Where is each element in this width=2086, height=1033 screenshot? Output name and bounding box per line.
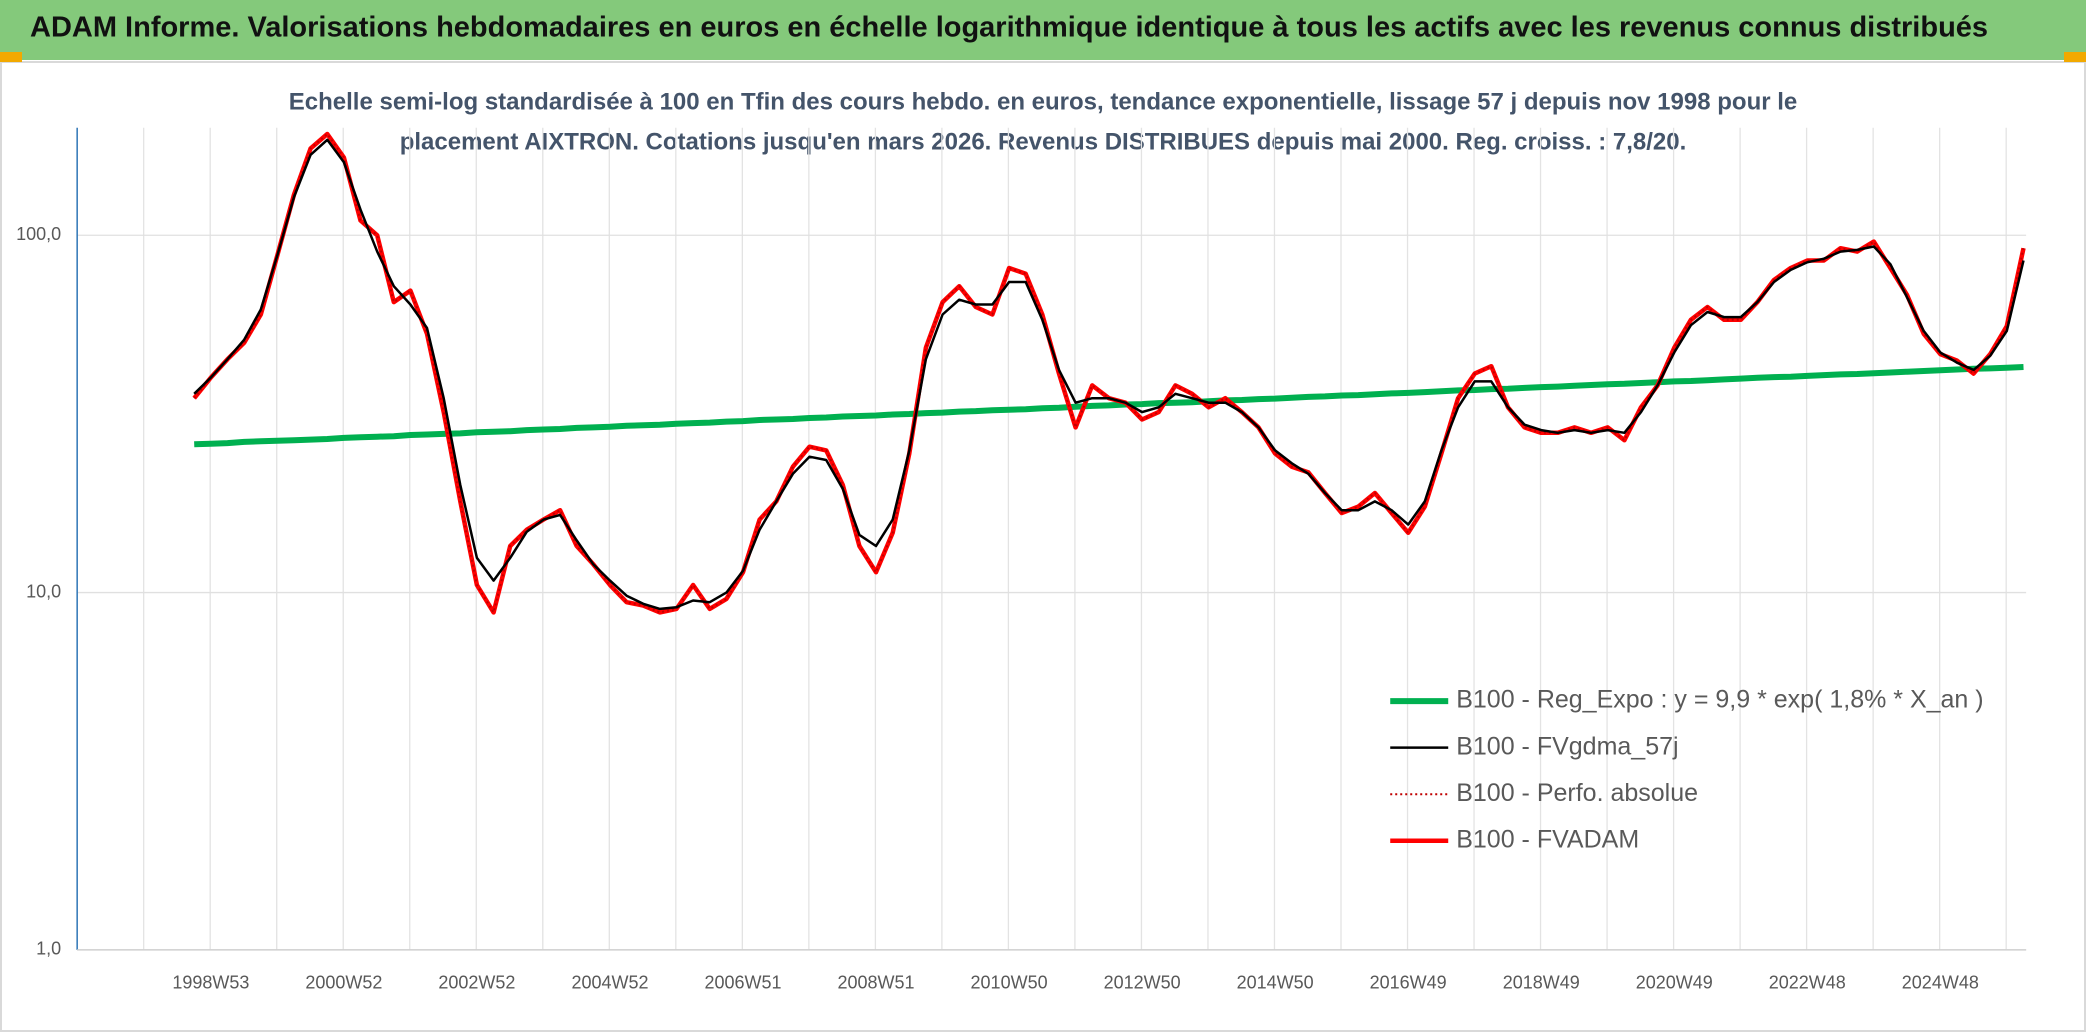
- header-bar: [0, 0, 2086, 60]
- corner: [0, 52, 22, 62]
- x-tick-label: 1998W53: [172, 973, 249, 993]
- series-line: [194, 364, 2024, 448]
- legend-label: B100 - Reg_Expo : y = 9,9 * exp( 1,8% * …: [1456, 686, 1983, 714]
- x-tick-label: 2000W52: [305, 973, 382, 993]
- x-tick-label: 2018W49: [1503, 973, 1580, 993]
- legend-label: B100 - FVgdma_57j: [1456, 732, 1678, 760]
- x-tick-label: 2014W50: [1237, 973, 1314, 993]
- chart-subtitle: Echelle semi-log standardisée à 100 en T…: [289, 88, 1798, 115]
- corner: [2064, 52, 2086, 62]
- chart-subtitle: placement AIXTRON. Cotations jusqu'en ma…: [400, 128, 1687, 155]
- x-tick-label: 2004W52: [571, 973, 648, 993]
- x-tick-label: 2020W49: [1636, 973, 1713, 993]
- x-tick-label: 2010W50: [971, 973, 1048, 993]
- frame: [0, 61, 2086, 1032]
- x-tick-label: 2008W51: [838, 973, 915, 993]
- x-tick-label: 2006W51: [704, 973, 781, 993]
- x-tick-label: 2024W48: [1902, 973, 1979, 993]
- y-tick-label: 10,0: [26, 581, 61, 601]
- chart-title: ADAM Informe. Valorisations hebdomadaire…: [30, 12, 1988, 44]
- x-tick-label: 2016W49: [1370, 973, 1447, 993]
- y-tick-label: 100,0: [16, 224, 61, 244]
- x-tick-label: 2022W48: [1769, 973, 1846, 993]
- legend-label: B100 - Perfo. absolue: [1456, 779, 1698, 807]
- x-tick-label: 2002W52: [438, 973, 515, 993]
- legend-label: B100 - FVADAM: [1456, 825, 1639, 853]
- series-line: [193, 138, 2025, 611]
- y-tick-label: 1,0: [36, 939, 61, 959]
- x-tick-label: 2012W50: [1104, 973, 1181, 993]
